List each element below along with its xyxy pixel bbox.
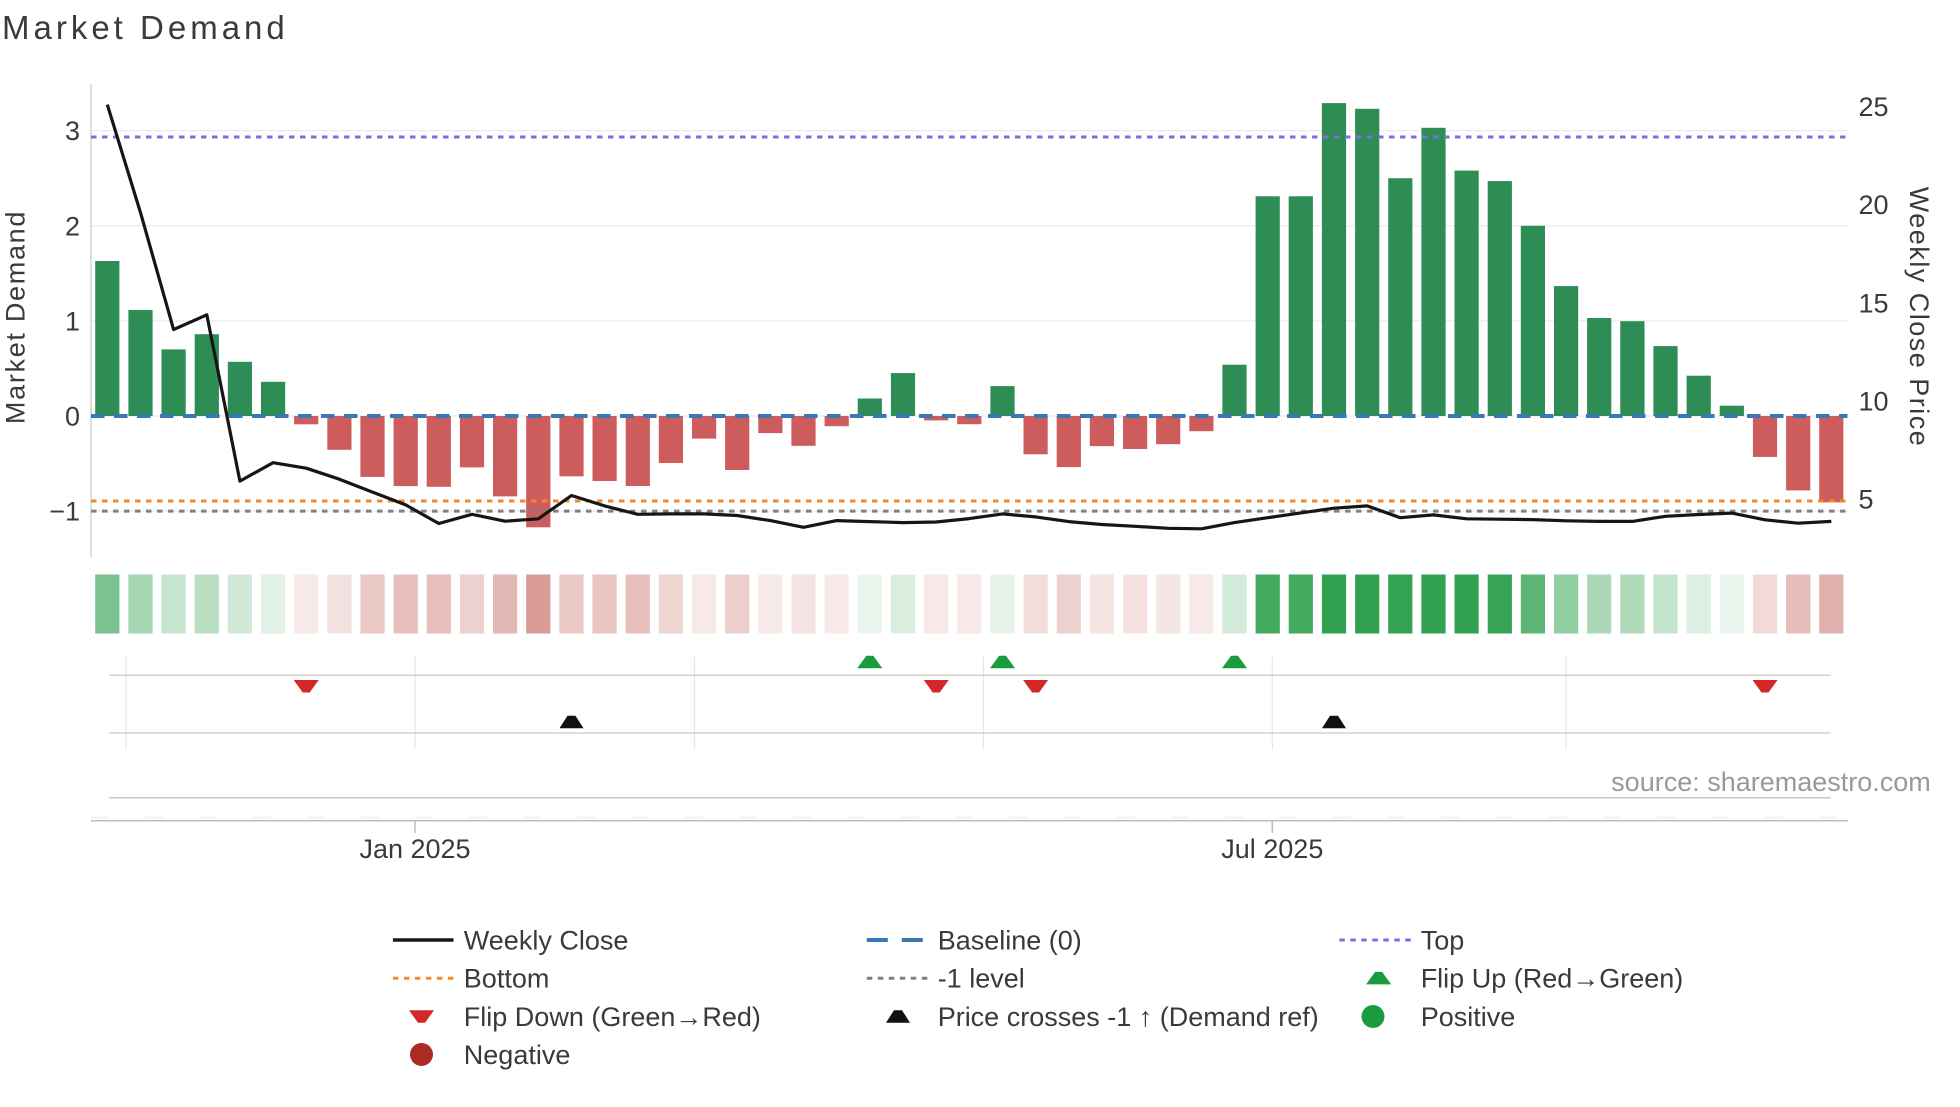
svg-text:Weekly Close: Weekly Close	[464, 926, 629, 956]
svg-text:20: 20	[1859, 190, 1889, 220]
svg-text:Flip Down (Green→Red): Flip Down (Green→Red)	[464, 1002, 761, 1032]
svg-text:10: 10	[1859, 387, 1889, 417]
svg-text:1: 1	[65, 306, 80, 336]
svg-text:5: 5	[1859, 485, 1874, 515]
svg-text:0: 0	[65, 402, 80, 432]
svg-text:Bottom: Bottom	[464, 964, 550, 994]
svg-text:Weekly Close Price: Weekly Close Price	[1904, 187, 1934, 448]
svg-text:Market Demand: Market Demand	[1, 210, 31, 424]
svg-text:Market Demand: Market Demand	[2, 9, 289, 46]
svg-text:Price crosses -1 ↑ (Demand ref: Price crosses -1 ↑ (Demand ref)	[938, 1002, 1319, 1032]
svg-text:-1 level: -1 level	[938, 964, 1025, 994]
svg-text:Negative: Negative	[464, 1040, 571, 1070]
svg-text:25: 25	[1859, 92, 1889, 122]
svg-text:2: 2	[65, 211, 80, 241]
svg-text:3: 3	[65, 116, 80, 146]
svg-text:−1: −1	[49, 497, 80, 527]
svg-text:source: sharemaestro.com: source: sharemaestro.com	[1611, 767, 1931, 797]
svg-text:Positive: Positive	[1421, 1002, 1516, 1032]
svg-text:Jul 2025: Jul 2025	[1221, 834, 1323, 864]
svg-text:Flip Up (Red→Green): Flip Up (Red→Green)	[1421, 964, 1684, 994]
svg-text:Baseline (0): Baseline (0)	[938, 926, 1082, 956]
svg-text:Jan 2025: Jan 2025	[359, 834, 470, 864]
svg-text:Top: Top	[1421, 926, 1465, 956]
svg-text:15: 15	[1859, 288, 1889, 318]
